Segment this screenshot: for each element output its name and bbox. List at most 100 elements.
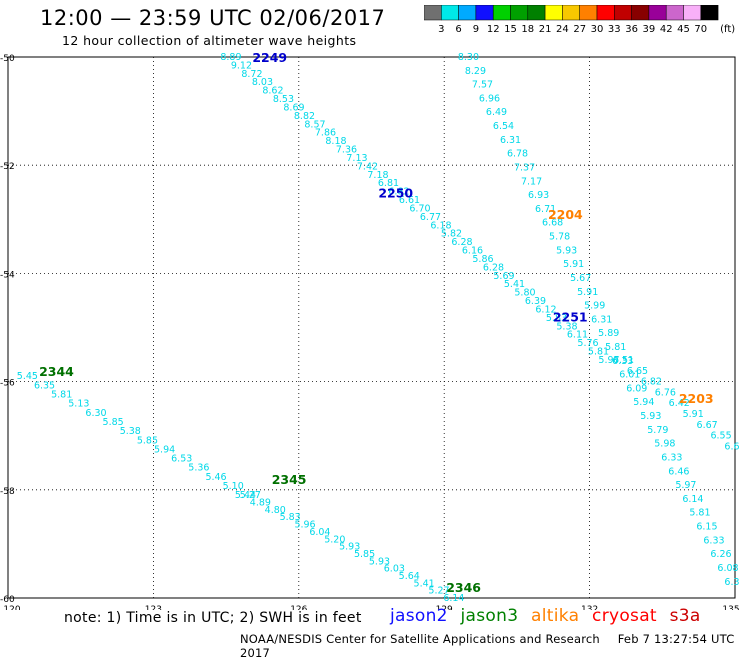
wave-height-value: 6.30 — [85, 408, 106, 419]
wave-height-value: 5.81 — [605, 342, 626, 353]
satellite-legend: jason2 jason3 altika cryosat s3a — [390, 606, 708, 626]
wave-height-value: 6.82 — [388, 187, 409, 198]
x-tick-label: 129 — [436, 605, 453, 610]
satellite-cryosat: cryosat — [592, 606, 657, 626]
wave-height-value: 6.04 — [309, 527, 330, 538]
satellite-altika: altika — [531, 606, 580, 626]
wave-height-value: 5.20 — [324, 534, 345, 545]
chart-subtitle: 12 hour collection of altimeter wave hei… — [62, 33, 357, 48]
wave-height-value: 6.93 — [528, 190, 549, 201]
colorbar-swatch — [700, 5, 719, 21]
wave-height-value: 5.78 — [549, 232, 570, 243]
colorbar-label: 9 — [473, 24, 479, 35]
colorbar-label: 15 — [504, 24, 517, 35]
y-tick-label: -54 — [0, 270, 15, 280]
chart-title: 12:00 — 23:59 UTC 02/06/2017 — [40, 6, 386, 30]
wave-height-value: 5.83 — [280, 512, 301, 523]
wave-height-value: 5.67 — [570, 273, 591, 284]
wave-height-value: 6.49 — [486, 107, 507, 118]
wave-height-value: 7.13 — [346, 153, 367, 164]
wave-height-value: 6.82 — [641, 377, 662, 388]
wave-height-value: 5.96 — [294, 520, 315, 531]
wave-height-value: 8.29 — [465, 66, 486, 77]
colorbar-label: 12 — [487, 24, 500, 35]
wave-height-value: 5.85 — [137, 435, 158, 446]
x-tick-label: 132 — [581, 605, 598, 610]
pass-time-label: 2251 — [553, 310, 588, 325]
x-tick-label: 135 — [722, 605, 739, 610]
wave-height-value: 7.36 — [336, 145, 357, 156]
wave-height-value: 8.57 — [304, 119, 325, 130]
wave-height-value: 6.31 — [500, 135, 521, 146]
wave-height-value: 6.63 — [724, 442, 740, 453]
wave-height-value: 6.51 — [613, 355, 634, 366]
wave-height-value: 6.28 — [451, 237, 472, 248]
y-tick-label: -56 — [0, 379, 15, 389]
wave-height-value: 5.13 — [68, 399, 89, 410]
wave-height-value: 5.80 — [514, 288, 535, 299]
colorbar-label: 24 — [556, 24, 569, 35]
wave-height-value: 7.17 — [521, 176, 542, 187]
wave-height-value: 8.72 — [241, 69, 262, 80]
satellite-jason2: jason2 — [390, 606, 448, 626]
color-scale-legend: 3 6 9 12 15 18 21 24 27 30 33 36 39 42 45 70 (ft) — [424, 5, 735, 35]
wave-height-value: 6.16 — [462, 246, 483, 257]
colorbar-label: 6 — [455, 24, 461, 35]
wave-height-value: 7.57 — [472, 80, 493, 91]
wave-height-value: 7.86 — [315, 128, 336, 139]
wave-height-value: 8.53 — [273, 94, 294, 105]
wave-height-value: 5.93 — [556, 245, 577, 256]
wave-height-value: 5.46 — [205, 472, 226, 483]
wave-height-value: 5.81 — [51, 390, 72, 401]
wave-height-value: 5.94 — [154, 444, 175, 455]
wave-height-value: 5.86 — [472, 254, 493, 265]
wave-height-value: 6.77 — [420, 212, 441, 223]
x-tick-label: 123 — [145, 605, 162, 610]
wave-height-value: 6.39 — [724, 577, 740, 588]
wave-height-value: 8.69 — [283, 102, 304, 113]
satellite-s3a: s3a — [669, 606, 701, 626]
wave-height-value: 5.93 — [640, 411, 661, 422]
wave-height-value: 6.15 — [696, 522, 717, 533]
credit-agency: NOAA/NESDIS Center for Satellite Applica… — [240, 632, 600, 646]
wave-height-value: 6.55 — [710, 431, 731, 442]
wave-height-value: 6.01 — [619, 370, 640, 381]
wave-height-value: 6.70 — [409, 203, 430, 214]
pass-time-label: 2203 — [679, 391, 714, 406]
wave-height-value: 6.08 — [717, 563, 738, 574]
pass-time-label: 2250 — [378, 185, 413, 200]
wave-height-value: 6.09 — [626, 383, 647, 394]
wave-height-value: 8.82 — [294, 111, 315, 122]
wave-height-value: 7.18 — [367, 170, 388, 181]
wave-height-value: 5.38 — [120, 426, 141, 437]
wave-height-value: 8.89 — [220, 52, 241, 63]
wave-height-value: 5.93 — [339, 542, 360, 553]
colorbar-label: 33 — [608, 24, 621, 35]
wave-height-value: 5.82 — [441, 229, 462, 240]
y-tick-label: -50 — [0, 54, 15, 64]
wave-height-value: 5.97 — [675, 480, 696, 491]
pass-time-label: 2345 — [272, 472, 307, 487]
wave-height-value: 6.14 — [682, 494, 703, 505]
wave-height-value: 6.33 — [612, 356, 633, 367]
wave-height-value: 8.18 — [325, 136, 346, 147]
wave-height-value: 5.38 — [556, 321, 577, 332]
colorbar-label: 21 — [539, 24, 552, 35]
wave-height-value: 5.69 — [493, 271, 514, 282]
wave-height-value: 5.91 — [563, 259, 584, 270]
wave-height-value: 6.53 — [171, 454, 192, 465]
wave-height-value: 6.67 — [697, 420, 718, 431]
wave-height-value: 6.61 — [399, 195, 420, 206]
wave-height-value: 6.28 — [483, 262, 504, 273]
wave-height-value: 6.12 — [535, 304, 556, 315]
y-tick-label: -58 — [0, 487, 15, 497]
wave-height-value: 5.27 — [428, 586, 449, 597]
wave-height-value: 6.78 — [507, 149, 528, 160]
wave-height-value: 4.80 — [265, 505, 286, 516]
altimeter-track-plot: 120 123 126 129 132 135 -50 -52 -54 -56 -58 -60 8.89… — [0, 50, 740, 610]
wave-height-value: 6.68 — [542, 218, 563, 229]
wave-height-value: 6.31 — [591, 314, 612, 325]
wave-height-value: 6.14 — [443, 593, 464, 604]
plot-frame — [7, 56, 736, 599]
wave-height-value: 6.33 — [661, 452, 682, 463]
